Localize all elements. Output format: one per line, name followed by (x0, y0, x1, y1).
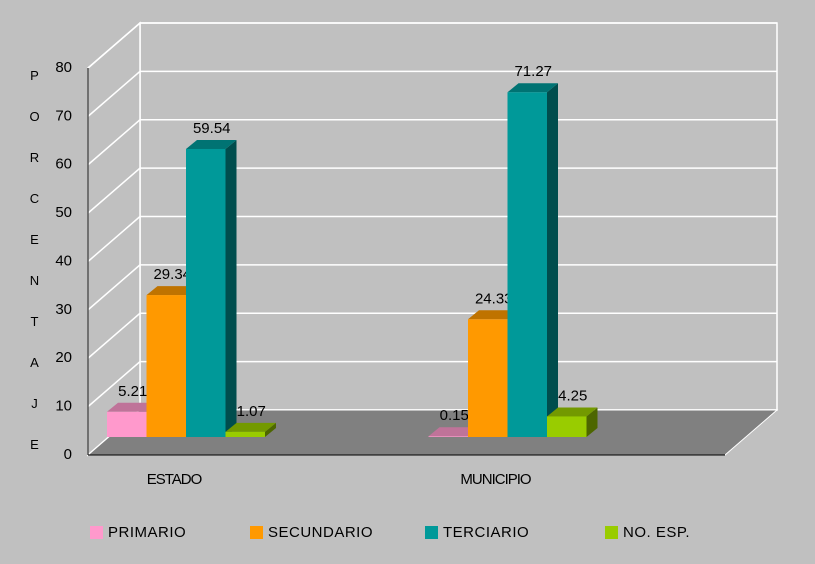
grid-line-side (87, 312, 141, 359)
bar-side (265, 422, 276, 437)
y-tick-label: 80 (55, 59, 72, 76)
bar-side (586, 407, 598, 437)
legend-swatch (605, 526, 618, 539)
data-label: 71.27 (514, 63, 552, 80)
bar-side (547, 83, 558, 437)
x-tick-label: ESTADO (147, 471, 202, 488)
grid-line-side (87, 361, 141, 408)
y-tick-label: 60 (55, 156, 72, 173)
y-tick-label: 10 (55, 398, 72, 415)
bar (225, 431, 265, 437)
bar (146, 295, 186, 437)
bar (468, 319, 508, 437)
data-label: 0.15 (440, 407, 469, 424)
y-tick-label: 30 (55, 301, 72, 318)
grid-line-side (87, 215, 141, 263)
grid-line-side (87, 167, 141, 214)
x-tick-label: MUNICIPIO (460, 471, 531, 488)
bar-top (146, 286, 197, 296)
data-label: 29.34 (153, 266, 191, 283)
y-axis-title: PORCENTAJE (27, 68, 42, 478)
legend-swatch (250, 526, 263, 539)
bar (186, 148, 226, 437)
grid-line-side (87, 264, 141, 311)
bar-top (547, 407, 598, 417)
y-tick-label: 0 (64, 446, 72, 463)
data-label: 24.33 (475, 290, 513, 307)
grid-line-side (87, 70, 141, 117)
legend-label: TERCIARIO (443, 524, 529, 541)
grid-line-side (87, 119, 141, 166)
data-label: 4.25 (558, 387, 587, 404)
bar-top (468, 310, 519, 320)
bar (107, 411, 147, 437)
y-tick-label: 70 (55, 107, 72, 124)
bar-top (107, 402, 158, 412)
data-label: 59.54 (193, 120, 231, 137)
bar-top (225, 422, 276, 432)
legend-swatch (425, 526, 438, 539)
y-tick-label: 20 (55, 349, 72, 366)
bar (507, 92, 547, 437)
legend-swatch (90, 526, 103, 539)
legend-label: NO. ESP. (623, 524, 690, 541)
bar (547, 416, 587, 437)
bar-side (225, 139, 237, 437)
legend-label: PRIMARIO (108, 524, 186, 541)
bar-top (428, 427, 479, 437)
legend-label: SECUNDARIO (268, 524, 373, 541)
data-label: 5.21 (118, 383, 147, 400)
bar-top (186, 139, 237, 149)
bar (428, 436, 468, 437)
y-tick-label: 50 (55, 204, 72, 221)
data-label: 1.07 (237, 403, 266, 420)
y-tick-label: 40 (55, 252, 72, 269)
bar-top (507, 83, 558, 93)
grid-line-side (87, 22, 141, 69)
